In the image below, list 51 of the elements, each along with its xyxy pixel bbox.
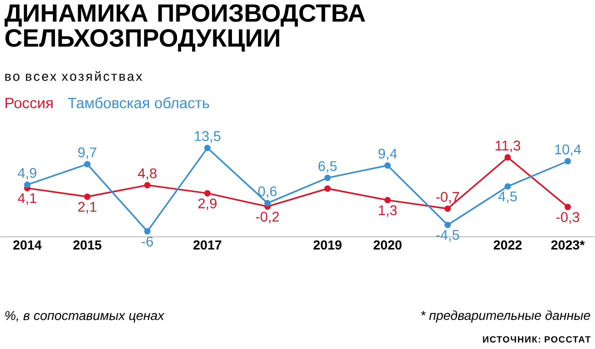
x-tick-label: 2017 — [193, 240, 222, 250]
data-label: 13,5 — [194, 131, 220, 143]
data-label: 4,8 — [138, 168, 156, 180]
point — [204, 190, 211, 197]
data-label: -0,3 — [556, 212, 580, 224]
data-label: 0,6 — [258, 186, 277, 198]
data-label: 1,3 — [378, 205, 397, 217]
data-label: 2,9 — [198, 198, 216, 210]
data-label: 11,3 — [496, 140, 520, 152]
data-label: 9,4 — [378, 148, 397, 160]
text: * предварительные данные — [421, 310, 590, 323]
data-label: -0,7 — [436, 192, 460, 204]
point — [324, 185, 331, 192]
x-tick-label: 2015 — [73, 240, 102, 250]
point — [84, 161, 90, 168]
point — [84, 194, 90, 200]
x-tick-label: 2023* — [551, 240, 585, 250]
data-label: -4,5 — [436, 230, 460, 242]
data-label: 4,9 — [18, 168, 36, 180]
data-label: 6,5 — [318, 161, 337, 173]
point — [444, 222, 451, 228]
data-label: -0,2 — [256, 212, 279, 224]
point — [504, 154, 511, 161]
x-tick-label: 2014 — [13, 240, 42, 250]
x-tick-label: 2022 — [494, 240, 522, 250]
text: %, в сопоставимых ценах — [5, 311, 165, 323]
data-label: 4,1 — [18, 193, 36, 205]
text: Россия — [6, 98, 53, 108]
point — [504, 183, 511, 190]
point — [144, 228, 151, 235]
chart-title: ДИНАМИКА ПРОИЗВОДСТВА СЕЛЬХОЗПРОДУКЦИИ — [4, 4, 366, 52]
text: Тамбовская область — [68, 97, 210, 108]
x-tick-label: 2020 — [374, 240, 402, 250]
point — [384, 197, 391, 204]
point — [24, 182, 30, 188]
x-tick-label: 2019 — [314, 240, 342, 250]
data-label: 9,7 — [78, 148, 96, 160]
point — [144, 182, 151, 188]
data-label: 2,1 — [78, 202, 96, 214]
point — [324, 174, 331, 182]
chart-subtitle: во всех хозяйствах — [5, 71, 142, 82]
text: ИСТОЧНИК: РОССТАТ — [483, 336, 591, 343]
point — [384, 162, 391, 169]
point — [204, 144, 211, 152]
point — [564, 158, 571, 164]
data-label: 4,5 — [498, 192, 517, 204]
point — [444, 206, 451, 212]
data-label: 10,4 — [555, 144, 581, 156]
point — [264, 200, 271, 206]
data-label: -6 — [142, 236, 153, 247]
point — [564, 204, 571, 210]
